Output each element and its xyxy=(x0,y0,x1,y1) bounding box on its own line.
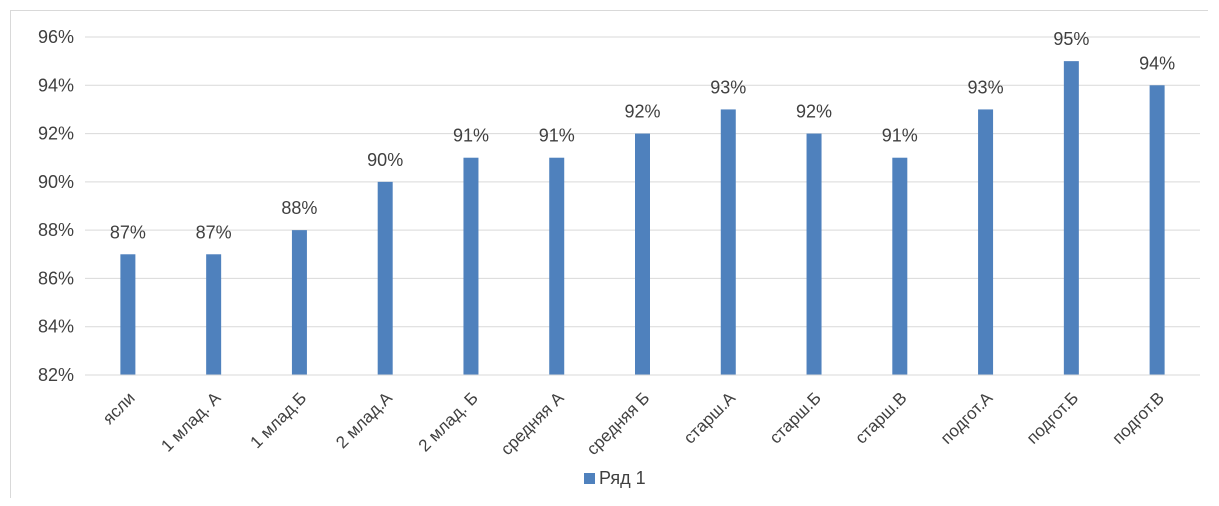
x-category-label: старш.Б xyxy=(766,388,825,447)
data-label: 93% xyxy=(710,77,746,97)
x-category-label: подгот.Б xyxy=(1023,388,1082,447)
bar xyxy=(1063,61,1079,376)
data-label: 87% xyxy=(110,222,146,242)
bar xyxy=(635,133,650,375)
y-tick-label: 86% xyxy=(38,268,74,288)
y-tick-label: 88% xyxy=(38,220,74,240)
bar xyxy=(978,109,994,375)
data-label: 93% xyxy=(968,77,1004,97)
x-category-label: средняя А xyxy=(497,388,568,459)
x-category-label: средняя Б xyxy=(583,388,653,458)
bar xyxy=(549,157,565,375)
y-tick-label: 96% xyxy=(38,27,74,47)
bar xyxy=(1149,85,1165,376)
x-category-label: ясли xyxy=(99,388,139,428)
data-label: 91% xyxy=(882,126,918,146)
legend: Ряд 1 xyxy=(584,468,646,488)
data-label: 90% xyxy=(367,150,403,170)
data-label: 91% xyxy=(453,126,489,146)
bar xyxy=(206,254,222,375)
y-tick-label: 90% xyxy=(38,172,74,192)
x-category-label: подгот.В xyxy=(1108,388,1167,447)
y-tick-label: 94% xyxy=(38,75,74,95)
x-category-label: 1 млад. А xyxy=(157,388,225,456)
data-label: 92% xyxy=(796,102,832,122)
chart-frame xyxy=(10,10,1208,498)
y-tick-label: 82% xyxy=(38,365,74,385)
bar xyxy=(806,133,822,375)
legend-label: Ряд 1 xyxy=(599,468,646,488)
data-label: 91% xyxy=(539,126,575,146)
x-category-label: 1 млад.Б xyxy=(247,388,311,452)
x-category-label: 2 млад.А xyxy=(332,388,396,452)
bar xyxy=(463,157,479,375)
x-category-label: подгот.А xyxy=(937,388,997,448)
legend-swatch xyxy=(584,472,595,484)
y-axis-tick-labels: 82% 84% 86% 88% 90% 92% 94% 96% xyxy=(38,27,74,385)
x-category-label: 2 млад. Б xyxy=(415,388,482,455)
data-label: 92% xyxy=(624,102,660,122)
bar xyxy=(720,109,736,375)
bar xyxy=(120,254,136,375)
x-category-label: старш.А xyxy=(680,388,740,448)
x-category-label: старш.В xyxy=(851,388,910,447)
y-tick-label: 92% xyxy=(38,124,74,144)
bar xyxy=(291,230,307,375)
y-tick-label: 84% xyxy=(38,317,74,337)
bar xyxy=(892,157,908,375)
bars xyxy=(120,61,1165,376)
bar xyxy=(377,181,393,375)
data-label: 94% xyxy=(1139,53,1175,73)
data-label: 88% xyxy=(281,198,317,218)
data-label: 95% xyxy=(1053,29,1089,49)
data-label: 87% xyxy=(196,222,232,242)
data-labels: 87% 87% 88% 90% 91% 91% 92% 93% 92% 91% 93% 95% 94% xyxy=(110,29,1175,242)
